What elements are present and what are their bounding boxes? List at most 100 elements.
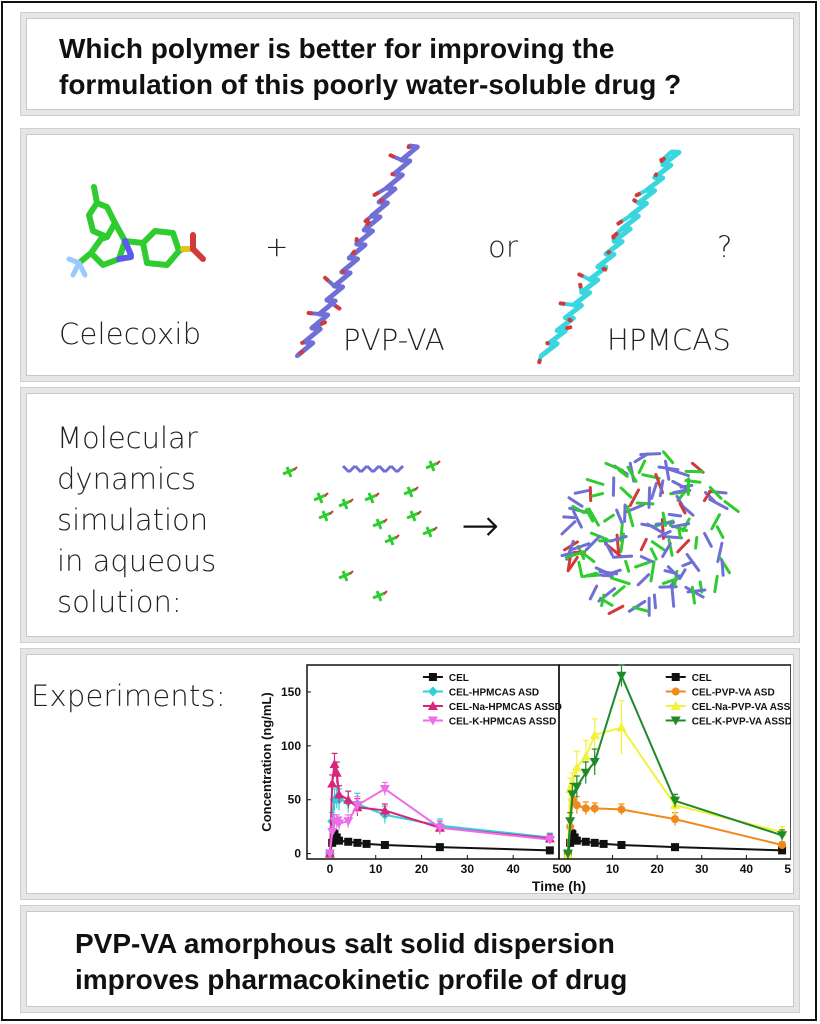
- cluster-bond: [577, 560, 584, 578]
- legend-label: CEL-PVP-VA ASD: [692, 688, 775, 699]
- x-tick-label: 0: [327, 862, 334, 876]
- data-point: [670, 796, 680, 806]
- oxygen: [372, 191, 380, 197]
- cluster-bond: [584, 508, 595, 523]
- data-point: [334, 819, 345, 829]
- y-axis-label: Concentration (ng/mL): [259, 692, 274, 831]
- cluster-bond: [650, 540, 668, 553]
- legend: CEL CEL-PVP-VA ASD CEL-Na-PVP-VA ASSD CEL-K…: [665, 673, 791, 728]
- x-tick-label: 30: [695, 862, 709, 876]
- cluster-bond: [681, 504, 695, 517]
- data-point: [580, 751, 591, 761]
- cluster-bond: [571, 504, 586, 515]
- series-0: [325, 829, 554, 858]
- data-point: [565, 817, 576, 827]
- molecules-svg: [66, 143, 682, 365]
- cluster-bond: [572, 510, 583, 529]
- cluster-bond: [639, 452, 662, 457]
- y-tick-label: 0: [294, 847, 301, 861]
- plot-frame: [558, 664, 791, 860]
- series-line: [328, 763, 550, 854]
- conclusion-line-2: improves pharmacokinetic profile of drug: [75, 964, 628, 995]
- legend: CEL CEL-HPMCAS ASD CEL-Na-HPMCAS ASSD CEL-K…: [422, 673, 562, 728]
- cluster-bond: [678, 568, 687, 580]
- x-tick-label: 50: [784, 862, 791, 876]
- data-point: [670, 716, 681, 726]
- data-point: [580, 768, 591, 778]
- data-point: [435, 843, 444, 852]
- data-point: [567, 790, 578, 800]
- cluster-bond: [686, 588, 707, 594]
- cluster-bond: [662, 535, 684, 540]
- cluster-bond: [663, 459, 671, 481]
- drug-molecule: [372, 518, 388, 530]
- data-point: [571, 762, 582, 772]
- oxygen: [334, 304, 342, 311]
- cluster-bond: [670, 522, 691, 529]
- cluster-bond: [566, 555, 572, 573]
- question-line-1: Which polymer is better for improving th…: [59, 33, 615, 64]
- drug-molecule: [422, 526, 438, 538]
- cluster-bond: [617, 468, 629, 478]
- cluster-bond: [646, 522, 665, 535]
- md-line: dynamics: [57, 462, 197, 496]
- data-point: [599, 839, 608, 848]
- data-point: [589, 730, 600, 740]
- cluster-bond: [715, 525, 725, 539]
- cluster-bond: [562, 515, 576, 520]
- series-0: [563, 829, 787, 858]
- cluster-bond: [658, 479, 665, 498]
- cluster-bond: [668, 467, 690, 478]
- question-panel: Which polymer is better for improving th…: [26, 18, 794, 110]
- data-point: [434, 823, 445, 833]
- cluster-bond: [667, 512, 683, 518]
- md-line: in aqueous: [57, 544, 217, 578]
- cluster-bond: [632, 605, 649, 613]
- cluster-bond: [708, 485, 723, 500]
- md-line: simulation: [57, 503, 209, 537]
- data-point: [544, 835, 555, 845]
- oxygen: [298, 350, 304, 355]
- celecoxib-structure: [66, 184, 206, 278]
- oxygen: [565, 325, 573, 331]
- legend-label: CEL-HPMCAS ASD: [449, 688, 539, 699]
- data-point: [671, 843, 679, 852]
- x-tick-label: 10: [606, 862, 620, 876]
- drug-molecule: [372, 590, 388, 602]
- data-point: [617, 840, 626, 849]
- cluster-bond: [609, 576, 631, 586]
- cluster-bond: [685, 553, 701, 572]
- x-tick-label: 50: [552, 862, 566, 876]
- data-point: [572, 836, 581, 845]
- hpmcas-polymer-structure: [537, 149, 682, 365]
- oxygen: [634, 192, 642, 198]
- cluster-bond: [607, 604, 625, 616]
- oxygen: [612, 231, 619, 238]
- cluster-bond: [560, 551, 575, 558]
- data-point: [353, 838, 362, 847]
- y-tick-label: 50: [288, 793, 302, 807]
- celecoxib-label: Celecoxib: [59, 317, 202, 351]
- cluster-bond: [661, 542, 672, 558]
- data-point: [427, 701, 438, 710]
- cluster-bond: [612, 585, 626, 598]
- md-simulation-panel: Molecular dynamics simulation in aqueous…: [26, 393, 794, 637]
- cluster-bond: [657, 465, 680, 472]
- question-mark: ?: [717, 230, 733, 264]
- cluster-bond: [627, 599, 647, 613]
- md-line: Molecular: [57, 421, 198, 455]
- drug-molecule: [403, 486, 419, 498]
- cluster-bond: [650, 481, 658, 500]
- cluster-bond: [713, 574, 719, 594]
- cluster-bond: [604, 540, 614, 557]
- md-description: Molecular dynamics simulation in aqueous…: [57, 418, 216, 623]
- cluster-bond: [560, 520, 577, 536]
- cluster-bond: [652, 593, 657, 610]
- x-tick-label: 40: [740, 862, 754, 876]
- cluster-bond: [619, 486, 633, 499]
- data-point: [362, 839, 371, 848]
- y-tick-label: 150: [281, 685, 301, 699]
- cluster-bond: [716, 541, 724, 564]
- data-point: [617, 805, 626, 814]
- cluster-bond: [591, 492, 605, 498]
